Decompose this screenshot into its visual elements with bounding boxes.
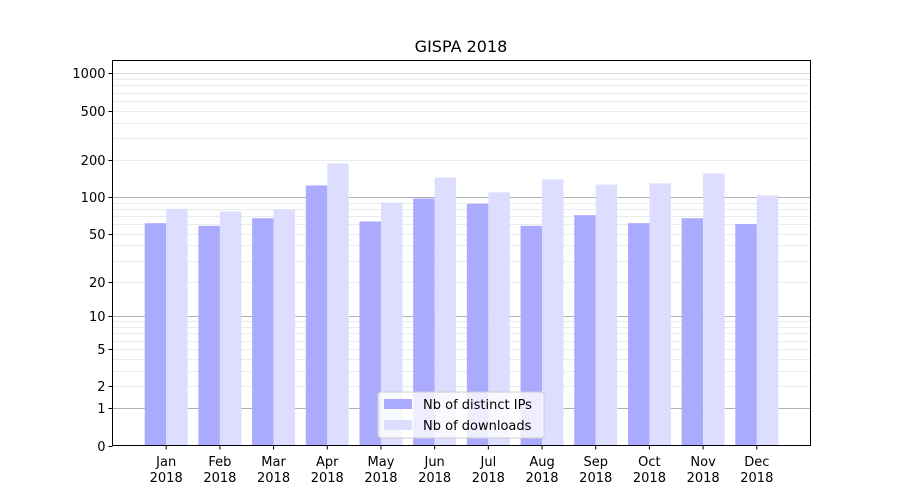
- y-tick-label: 100: [81, 191, 106, 206]
- axes-frame: [112, 60, 811, 446]
- bar-distinct-ips: [252, 218, 274, 446]
- bar-distinct-ips: [627, 223, 650, 446]
- bar-distinct-ips: [144, 223, 167, 446]
- bar-distinct-ips: [359, 221, 381, 446]
- x-tick-label-year: 2018: [311, 471, 344, 486]
- bar-distinct-ips: [305, 185, 328, 446]
- x-tick-label-year: 2018: [525, 471, 558, 486]
- bar-downloads: [273, 209, 296, 446]
- bar-downloads: [488, 192, 510, 446]
- y-tick-label: 5: [97, 343, 105, 358]
- x-tick-label: Feb: [208, 455, 231, 470]
- x-tick-label-year: 2018: [364, 471, 397, 486]
- x-tick-label: Mar: [261, 455, 286, 470]
- x-tick-label: Dec: [744, 455, 769, 470]
- x-tick-label: May: [368, 455, 395, 470]
- bar-distinct-ips: [574, 215, 596, 446]
- legend-label-ips: Nb of distinct IPs: [423, 398, 532, 413]
- y-tick-label: 50: [89, 228, 106, 243]
- x-tick-label-year: 2018: [472, 471, 505, 486]
- bar-downloads: [649, 183, 671, 446]
- bar-downloads: [542, 179, 564, 446]
- bar-downloads: [434, 177, 457, 446]
- x-tick-label-year: 2018: [418, 471, 451, 486]
- bar-downloads: [703, 173, 725, 446]
- x-tick-label: Aug: [529, 455, 554, 470]
- x-tick-label: Sep: [583, 455, 608, 470]
- legend-label-downloads: Nb of downloads: [423, 419, 532, 434]
- bar-downloads: [166, 208, 188, 446]
- bar-downloads: [380, 202, 403, 446]
- x-tick-label: Jul: [480, 455, 497, 470]
- y-tick-label: 2: [97, 380, 105, 395]
- x-tick-label-year: 2018: [150, 471, 183, 486]
- legend: Nb of distinct IPs Nb of downloads: [377, 391, 545, 439]
- x-tick-label-year: 2018: [203, 471, 236, 486]
- legend-swatch-ips: [384, 399, 412, 409]
- bar-downloads: [756, 195, 779, 446]
- x-tick-label: Jun: [423, 455, 444, 470]
- bar-downloads: [219, 211, 242, 446]
- y-tick-label: 200: [81, 154, 106, 169]
- y-tick-label: 20: [89, 276, 106, 291]
- bar-distinct-ips: [520, 225, 543, 446]
- y-tick-label: 10: [89, 310, 106, 325]
- x-tick-label-year: 2018: [633, 471, 666, 486]
- bar-downloads: [595, 184, 618, 446]
- bar-downloads: [327, 163, 349, 446]
- x-tick-label: Oct: [638, 455, 660, 470]
- bar-distinct-ips: [681, 218, 704, 446]
- legend-swatch-downloads: [384, 420, 412, 430]
- y-axis: 0 1 2 5 10 20 50 100 200 500 1000: [72, 67, 113, 455]
- x-axis: Jan2018Feb2018Mar2018Apr2018May2018Jun20…: [150, 445, 773, 486]
- bar-distinct-ips: [413, 198, 435, 446]
- x-tick-label: Apr: [316, 455, 339, 470]
- x-tick-label-year: 2018: [257, 471, 290, 486]
- y-tick-label: 1000: [72, 67, 105, 82]
- bar-distinct-ips: [198, 225, 220, 446]
- bar-distinct-ips: [466, 203, 489, 446]
- x-tick-label-year: 2018: [687, 471, 720, 486]
- x-tick-label: Nov: [690, 455, 716, 470]
- y-tick-label: 1: [97, 402, 105, 417]
- bars: [144, 163, 779, 446]
- chart-title: GISPA 2018: [415, 37, 508, 56]
- bar-distinct-ips: [735, 224, 757, 446]
- x-tick-label: Jan: [155, 455, 176, 470]
- x-tick-label-year: 2018: [579, 471, 612, 486]
- y-tick-label: 500: [81, 105, 106, 120]
- x-tick-label-year: 2018: [740, 471, 773, 486]
- y-tick-label: 0: [97, 440, 105, 455]
